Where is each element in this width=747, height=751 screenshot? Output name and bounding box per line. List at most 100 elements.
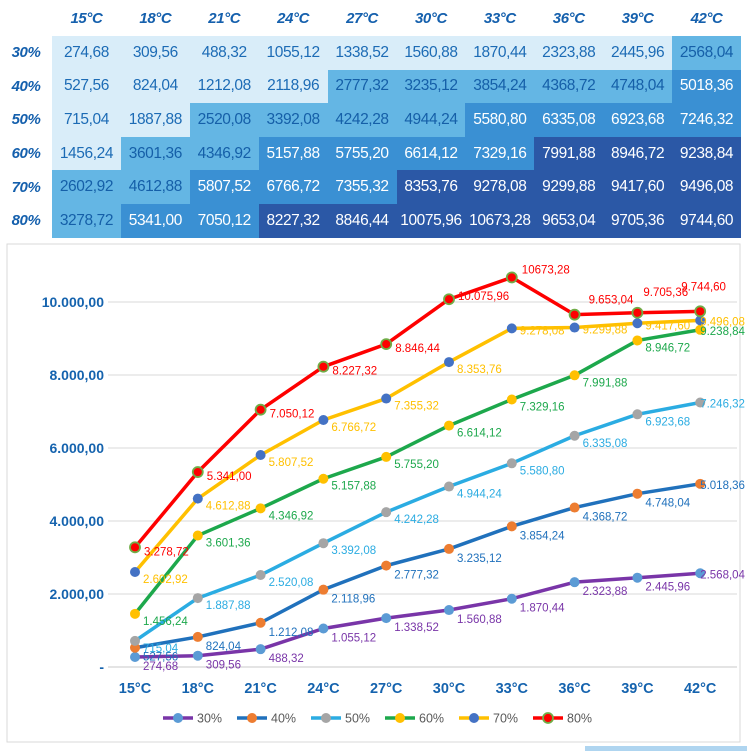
data-point-marker-40% bbox=[444, 543, 454, 554]
heatmap-cell: 2118,96 bbox=[258, 69, 328, 104]
col-header-temp: 39°C bbox=[621, 9, 654, 27]
data-point-marker-50% bbox=[255, 570, 266, 581]
legend-label: 70% bbox=[493, 712, 518, 726]
col-header-temp: 15°C bbox=[70, 9, 103, 27]
data-label-40%: 527,56 bbox=[143, 652, 178, 664]
data-point-marker-80% bbox=[380, 338, 393, 351]
data-point-marker-80% bbox=[191, 466, 204, 478]
data-point-marker-60% bbox=[255, 503, 266, 514]
data-point-marker-80% bbox=[317, 360, 330, 373]
data-label-40%: 824,04 bbox=[206, 641, 242, 653]
col-header-temp: 30°C bbox=[414, 9, 447, 27]
data-point-marker-60% bbox=[632, 335, 643, 346]
heatmap-cell: 2568,04 bbox=[672, 36, 741, 70]
data-point-marker-40% bbox=[506, 521, 517, 532]
heatmap-cell: 10673,28 bbox=[465, 203, 535, 238]
data-label-30%: 1.055,12 bbox=[331, 632, 376, 644]
data-point-marker-70% bbox=[192, 493, 203, 504]
legend-marker bbox=[321, 713, 331, 723]
heatmap-cell: 8946,72 bbox=[603, 136, 673, 171]
data-label-40%: 5.018,36 bbox=[700, 480, 745, 492]
data-label-70%: 9.299,88 bbox=[583, 325, 628, 337]
legend-item-80%: 80% bbox=[533, 712, 592, 726]
data-label-50%: 6.335,08 bbox=[583, 438, 628, 450]
data-label-50%: 4.944,24 bbox=[457, 489, 502, 501]
data-label-50%: 2.520,08 bbox=[269, 577, 314, 589]
data-label-30%: 1.870,44 bbox=[520, 603, 565, 615]
data-point-marker-30% bbox=[255, 644, 266, 655]
heatmap-cell: 3854,24 bbox=[465, 69, 535, 104]
data-label-30%: 1.338,52 bbox=[394, 622, 439, 634]
data-point-marker-80% bbox=[568, 308, 581, 321]
heatmap-cell: 8227,32 bbox=[258, 203, 328, 238]
data-point-marker-70% bbox=[632, 318, 643, 329]
col-header-temp: 18°C bbox=[139, 9, 172, 27]
data-point-marker-80% bbox=[129, 541, 141, 554]
data-point-marker-30% bbox=[318, 623, 329, 634]
x-axis-category-label: 27°C bbox=[370, 681, 403, 697]
data-label-70%: 5.807,52 bbox=[269, 457, 314, 469]
heatmap-cell: 6923,68 bbox=[603, 103, 673, 137]
heatmap-cell: 1338,52 bbox=[327, 36, 397, 70]
heatmap-cell: 10075,96 bbox=[396, 203, 466, 238]
heatmap-cell: 2520,08 bbox=[189, 103, 259, 137]
data-point-marker-60% bbox=[569, 370, 580, 381]
legend-label: 40% bbox=[271, 712, 296, 726]
data-label-40%: 3.854,24 bbox=[520, 530, 565, 542]
heatmap-cell: 274,68 bbox=[52, 36, 121, 70]
data-point-marker-60% bbox=[130, 608, 140, 619]
heatmap-cell: 824,04 bbox=[120, 69, 190, 104]
line-chart-area: - 2.000,00 4.000,00 6.000,00 8.000,00 10.000,… bbox=[0, 240, 747, 751]
data-point-marker-40% bbox=[255, 617, 266, 628]
series-line-50% bbox=[133, 400, 702, 643]
heatmap-cell: 4944,24 bbox=[396, 103, 466, 137]
data-label-40%: 2.777,32 bbox=[394, 570, 439, 582]
col-header-temp: 27°C bbox=[346, 9, 378, 27]
bottom-blue-strip bbox=[585, 746, 747, 751]
data-point-marker-40% bbox=[130, 642, 140, 653]
heatmap-cell: 2602,92 bbox=[52, 170, 121, 204]
data-point-marker-30% bbox=[569, 577, 580, 588]
data-label-60%: 4.346,92 bbox=[269, 510, 314, 522]
data-label-70%: 4.612,88 bbox=[206, 501, 251, 513]
x-axis-category-label: 24°C bbox=[307, 681, 340, 697]
data-label-80%: 9.744,60 bbox=[681, 281, 726, 293]
data-label-30%: 309,56 bbox=[206, 660, 241, 672]
heatmap-cell: 5580,80 bbox=[465, 103, 535, 137]
data-point-marker-50% bbox=[130, 635, 140, 646]
data-label-60%: 1.456,24 bbox=[143, 616, 188, 628]
data-label-80%: 10673,28 bbox=[522, 264, 570, 276]
heatmap-cell: 527,56 bbox=[52, 69, 121, 104]
data-label-60%: 8.946,72 bbox=[645, 342, 690, 354]
series-line-40% bbox=[133, 482, 702, 650]
data-label-60%: 7.329,16 bbox=[520, 401, 565, 413]
data-point-marker-30% bbox=[192, 650, 203, 661]
data-label-80%: 3.278,72 bbox=[144, 546, 189, 558]
data-label-50%: 6.923,68 bbox=[645, 416, 690, 428]
data-label-40%: 4.748,04 bbox=[645, 498, 690, 510]
data-point-marker-50% bbox=[318, 538, 329, 549]
data-point-marker-60% bbox=[444, 420, 454, 431]
data-label-60%: 7.991,88 bbox=[583, 377, 628, 389]
y-axis-tick-label: 2.000,00 bbox=[50, 586, 105, 602]
legend-item-30%: 30% bbox=[163, 712, 222, 726]
heatmap-cell: 2445,96 bbox=[603, 36, 673, 70]
data-label-70%: 2.602,92 bbox=[143, 574, 188, 586]
chart-border bbox=[6, 243, 741, 743]
data-point-marker-70% bbox=[255, 450, 266, 461]
heatmap-cell: 1870,44 bbox=[465, 36, 535, 70]
data-label-80%: 8.227,32 bbox=[332, 366, 377, 378]
legend-label: 60% bbox=[419, 712, 444, 726]
data-point-marker-30% bbox=[632, 572, 643, 583]
x-axis-category-label: 39°C bbox=[621, 681, 654, 697]
y-axis-tick-label: 8.000,00 bbox=[50, 367, 105, 383]
series-line-80% bbox=[133, 275, 702, 550]
x-axis-category-label: 33°C bbox=[496, 681, 529, 697]
data-point-marker-30% bbox=[695, 568, 706, 579]
x-axis-category-label: 36°C bbox=[558, 681, 591, 697]
data-point-marker-60% bbox=[318, 473, 329, 484]
data-point-marker-40% bbox=[569, 502, 580, 513]
row-label-humidity: 70% bbox=[0, 170, 52, 204]
heatmap-cell: 7329,16 bbox=[465, 136, 535, 171]
heatmap-cell: 9653,04 bbox=[534, 203, 604, 238]
